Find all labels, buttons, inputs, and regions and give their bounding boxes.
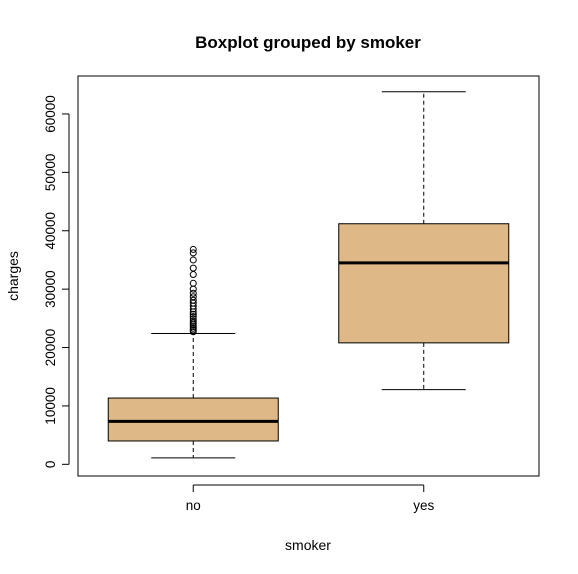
iqr-box: [107, 397, 279, 442]
chart-title: Boxplot grouped by smoker: [195, 33, 421, 52]
outlier-point: [189, 256, 197, 264]
y-tick-label: 60000: [43, 95, 58, 133]
iqr-box: [338, 223, 510, 344]
outlier-point: [189, 264, 197, 272]
outlier-point: [189, 313, 197, 321]
outlier-point: [189, 271, 197, 279]
y-tick-label: 20000: [43, 329, 58, 367]
x-tick-label: no: [186, 498, 201, 513]
outlier-point: [189, 293, 197, 301]
outlier-point: [189, 279, 197, 287]
x-tick-label: yes: [413, 498, 434, 513]
y-axis-label: charges: [5, 251, 21, 301]
x-axis: no yes: [186, 484, 435, 513]
outlier-point: [189, 315, 197, 323]
y-tick-label: 40000: [43, 212, 58, 250]
outlier-point: [189, 245, 197, 253]
x-axis-label: smoker: [285, 537, 331, 553]
y-tick-label: 50000: [43, 154, 58, 192]
y-tick-label: 0: [43, 461, 58, 469]
y-tick-label: 30000: [43, 270, 58, 308]
outlier-point: [189, 296, 197, 304]
plot-frame: [77, 75, 540, 477]
box-yes: [338, 91, 510, 391]
outlier-point: [189, 310, 197, 318]
outlier-point: [189, 289, 197, 297]
y-axis: 0 10000 20000 30000 40000 50000 60000: [43, 95, 70, 469]
outlier-point: [189, 285, 197, 293]
box-group-layer: [107, 91, 510, 459]
outlier-point: [189, 249, 197, 257]
outlier-point: [189, 317, 197, 325]
y-tick-label: 10000: [43, 387, 58, 425]
box-no: [107, 245, 279, 459]
